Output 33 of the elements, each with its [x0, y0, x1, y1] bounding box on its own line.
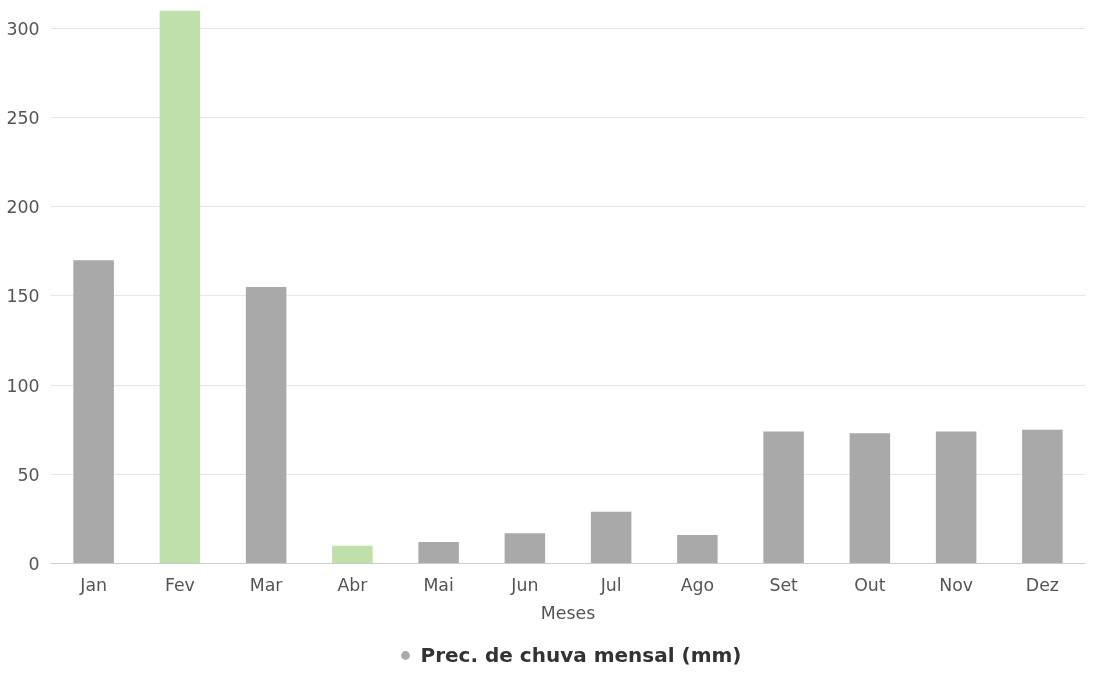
y-tick-label: 100	[6, 375, 40, 396]
bar	[1022, 429, 1063, 564]
legend-label: Prec. de chuva mensal (mm)	[420, 643, 742, 667]
bar	[849, 433, 891, 564]
bar	[504, 533, 546, 564]
bar	[245, 287, 287, 564]
x-tick-label: Abr	[337, 574, 369, 595]
bar	[418, 542, 459, 564]
bar	[332, 545, 373, 564]
x-tick-label: Mar	[249, 574, 284, 595]
bar	[73, 260, 114, 564]
x-tick-label: Ago	[680, 574, 715, 595]
x-tick-label: Mai	[423, 574, 454, 595]
x-tick-label: Dez	[1025, 574, 1059, 595]
x-tick-label: Set	[769, 574, 799, 595]
x-tick-label: Jun	[510, 574, 539, 595]
x-tick-label: Out	[854, 574, 886, 595]
y-tick-label: 250	[6, 108, 40, 129]
bar	[590, 511, 632, 564]
x-tick-label: Nov	[939, 574, 974, 595]
y-tick-label: 300	[6, 18, 40, 39]
x-tick-label: Jan	[79, 574, 107, 595]
y-tick-label: 0	[28, 554, 40, 574]
y-tick-label: 200	[6, 197, 40, 218]
bar	[935, 431, 977, 564]
bar	[763, 431, 804, 564]
bar	[677, 534, 718, 564]
x-tick-label: Jul	[599, 574, 622, 595]
y-tick-label: 50	[17, 464, 40, 485]
x-axis-title: Meses	[540, 602, 596, 623]
y-tick-label: 150	[6, 286, 40, 307]
x-tick-label: Fev	[164, 574, 195, 595]
bar	[159, 10, 201, 564]
